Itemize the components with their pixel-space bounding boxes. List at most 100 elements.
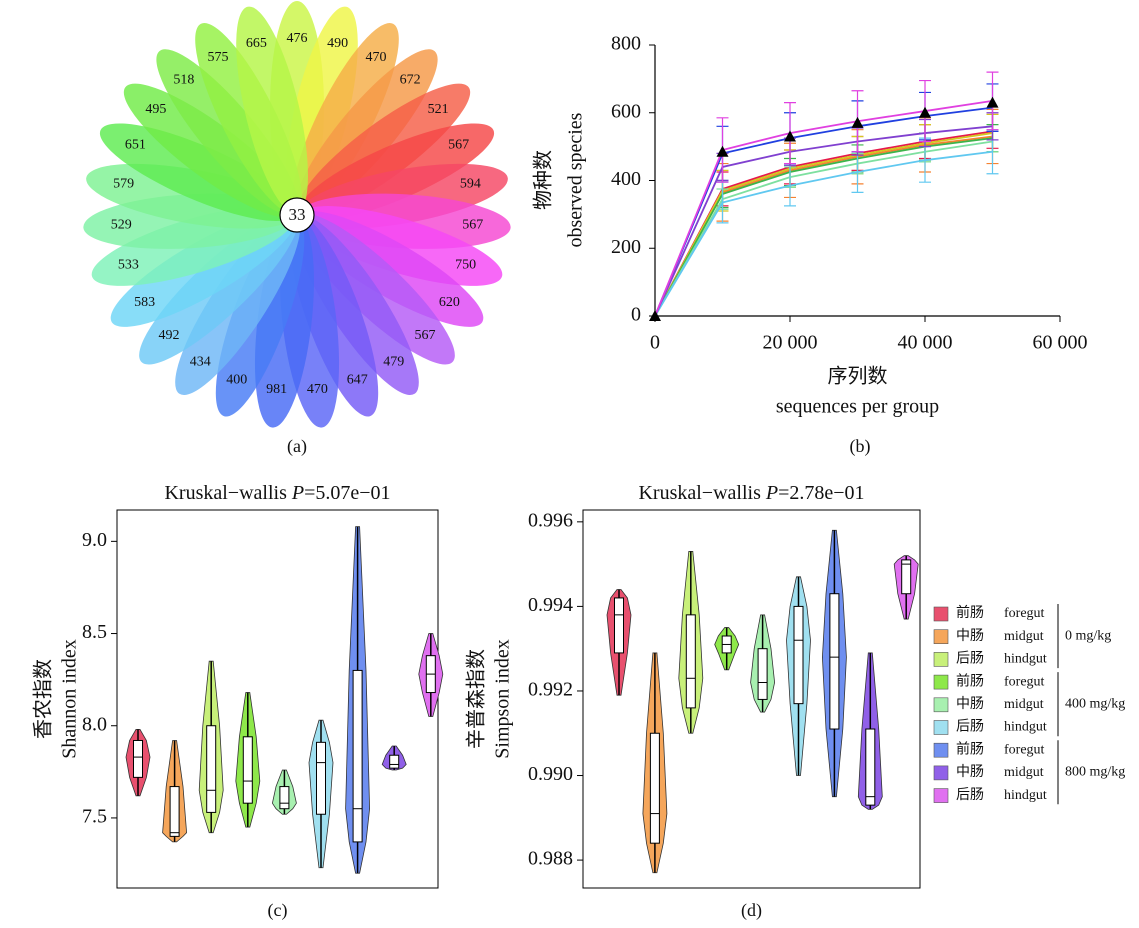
caption: (d) xyxy=(741,900,762,921)
petal-label: 518 xyxy=(173,72,194,87)
title-text: Kruskal−wallis xyxy=(164,482,287,504)
y-axis-label: Simpson index xyxy=(492,639,514,758)
legend-label: 前肠 xyxy=(956,672,984,689)
legend-swatch xyxy=(933,629,949,645)
legend-label: 前肠 xyxy=(956,604,984,621)
y-tick-label: 0.996 xyxy=(528,509,573,531)
legend-swatch xyxy=(933,674,949,690)
legend-swatch xyxy=(933,720,949,735)
legend-swatch xyxy=(933,652,949,667)
caption: (a) xyxy=(287,436,307,457)
legend-label: midgut xyxy=(1004,765,1044,780)
x-tick-label: 40 000 xyxy=(898,332,953,354)
marker xyxy=(784,130,796,142)
petal-label: 492 xyxy=(158,328,179,343)
marker xyxy=(986,96,999,108)
legend-label: foregut xyxy=(1004,742,1045,757)
legend-swatch xyxy=(933,697,949,713)
petal-label: 665 xyxy=(246,36,267,51)
legend-label: midgut xyxy=(1004,629,1044,644)
legend-label: hindgut xyxy=(1004,788,1047,803)
title-text: =2.78e−01 xyxy=(778,482,864,504)
legend-label: foregut xyxy=(1004,674,1045,689)
x-tick-label: 60 000 xyxy=(1033,332,1088,354)
petal-label: 470 xyxy=(307,382,328,397)
series-line xyxy=(654,140,993,317)
petal-label: 521 xyxy=(428,102,449,117)
box xyxy=(206,725,217,813)
title-text: =5.07e−01 xyxy=(304,482,390,504)
y-tick-label: 0 xyxy=(631,304,641,326)
y-axis-label: 辛普森指数 xyxy=(465,649,488,749)
legend-label: 后肠 xyxy=(956,787,984,803)
legend-label: 前肠 xyxy=(956,740,984,757)
legend-swatch xyxy=(933,788,949,803)
y-tick-label: 0.988 xyxy=(528,848,573,870)
marker xyxy=(851,116,864,128)
legend-label: 中肠 xyxy=(956,628,984,644)
y-axis-label: observed species xyxy=(565,112,587,247)
box xyxy=(685,614,696,709)
box xyxy=(829,593,840,730)
petal-label: 567 xyxy=(462,217,483,232)
legend-group: 0 mg/kg xyxy=(1065,628,1111,643)
y-tick-label: 7.5 xyxy=(82,806,107,828)
y-axis-label: 物种数 xyxy=(532,150,555,210)
y-tick-label: 0.990 xyxy=(528,763,573,785)
marker xyxy=(649,310,661,321)
legend-label: 中肠 xyxy=(956,764,984,780)
legend-label: 中肠 xyxy=(956,696,984,712)
y-axis-label: Shannon index xyxy=(59,639,81,758)
petal-label: 470 xyxy=(365,50,386,65)
petal-label: 583 xyxy=(134,295,155,310)
petal-label: 567 xyxy=(448,138,469,153)
petal xyxy=(236,6,308,214)
box xyxy=(649,732,660,844)
legend-label: midgut xyxy=(1004,697,1044,712)
petal-label: 750 xyxy=(455,258,476,273)
legend-label: 后肠 xyxy=(956,719,984,735)
box xyxy=(352,669,363,843)
plot-frame xyxy=(116,509,439,889)
petal-label: 434 xyxy=(190,354,211,369)
legend-label: foregut xyxy=(1004,606,1045,621)
petal-label: 490 xyxy=(327,36,348,51)
marker xyxy=(716,145,729,157)
petal-label: 672 xyxy=(400,72,421,87)
title-p: P xyxy=(291,482,304,504)
legend-label: hindgut xyxy=(1004,652,1047,667)
series-line xyxy=(654,125,993,317)
caption: (c) xyxy=(268,900,288,921)
petal-label: 476 xyxy=(287,31,308,46)
box xyxy=(389,754,400,769)
x-tick-label: 20 000 xyxy=(763,332,818,354)
legend-swatch xyxy=(933,742,949,758)
box xyxy=(757,648,768,700)
x-tick-label: 0 xyxy=(650,332,660,354)
box xyxy=(133,739,143,778)
series-line xyxy=(654,106,993,317)
plot-frame xyxy=(582,509,921,889)
y-tick-label: 800 xyxy=(611,33,641,55)
petal-label: 575 xyxy=(208,50,229,65)
x-axis-label: sequences per group xyxy=(776,396,939,418)
legend-label: hindgut xyxy=(1004,720,1047,735)
title-text: Kruskal−wallis xyxy=(638,482,761,504)
petal-label: 400 xyxy=(226,373,247,388)
petal-label: 620 xyxy=(439,295,460,310)
title-p: P xyxy=(765,482,778,504)
box xyxy=(901,559,912,595)
petal-label: 495 xyxy=(145,102,166,117)
petal-label: 594 xyxy=(460,177,481,192)
series-line xyxy=(654,132,993,317)
petal-label: 981 xyxy=(266,382,287,397)
legend-group: 800 mg/kg xyxy=(1065,764,1125,779)
marker xyxy=(919,106,931,118)
chart-title: Kruskal−wallis P=2.78e−01 xyxy=(638,482,864,504)
series-line xyxy=(654,150,993,317)
series-line xyxy=(654,137,993,317)
box xyxy=(242,736,253,804)
petal-label: 567 xyxy=(415,328,436,343)
petal-label: 479 xyxy=(383,354,404,369)
